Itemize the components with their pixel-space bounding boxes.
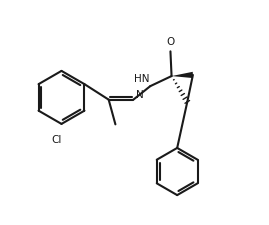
Text: HN: HN [134,74,149,84]
Text: O: O [166,37,175,47]
Polygon shape [172,72,193,79]
Text: N: N [136,89,143,99]
Text: Cl: Cl [52,134,62,144]
